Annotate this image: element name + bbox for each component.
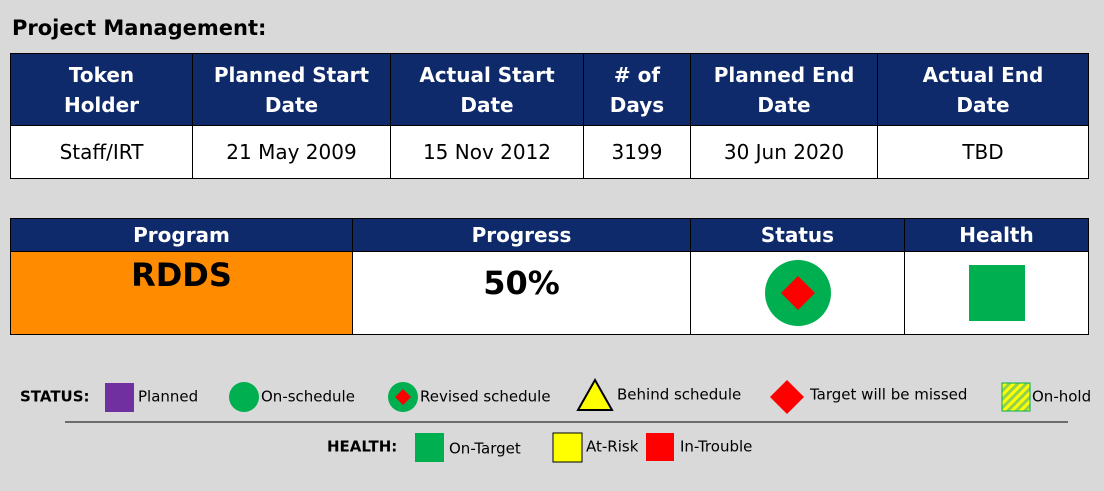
- health-label: HEALTH:: [327, 438, 397, 456]
- header-line: # of: [613, 62, 661, 87]
- status-icon: [764, 260, 831, 326]
- cell: 21 May 2009: [192, 125, 391, 179]
- legend-item: At-Risk: [586, 438, 639, 456]
- revised-diamond: [395, 389, 411, 405]
- legend: STATUS: Planned On-schedule Revised sche…: [20, 377, 1091, 463]
- legend-item: On-Target: [449, 440, 521, 458]
- legend-item: Revised schedule: [420, 388, 551, 406]
- program-cell: RDDS: [10, 251, 353, 335]
- header-line: Date: [264, 92, 319, 117]
- health-cell: [904, 251, 1089, 335]
- title: Project Management:: [12, 16, 267, 40]
- legend-item: In-Trouble: [680, 438, 752, 456]
- header-cell: Token Holder: [10, 53, 193, 126]
- program: RDDS: [131, 256, 232, 294]
- header-cell: Planned End Date: [690, 53, 878, 126]
- status-cell: [690, 251, 905, 335]
- header-line: Holder: [63, 92, 140, 117]
- header-cell: Planned Start Date: [192, 53, 391, 126]
- at-risk-icon: [552, 432, 583, 463]
- cell: TBD: [877, 125, 1089, 179]
- header-line: Date: [956, 92, 1010, 117]
- header-line: Actual End: [922, 62, 1044, 87]
- progress-cell: 50%: [352, 251, 691, 335]
- legend-item: On-hold: [1032, 388, 1091, 406]
- header-cell: Status: [690, 218, 905, 252]
- header-cell: Health: [904, 218, 1089, 252]
- cell: 30 Jun 2020: [690, 125, 878, 179]
- planned-icon: [105, 383, 134, 412]
- summary-table: Program Progress Status Health RDDS 50%: [10, 218, 1089, 335]
- missed-icon: [770, 380, 804, 414]
- on-schedule-icon: [229, 382, 259, 412]
- on-hold-icon: [1001, 382, 1031, 412]
- diamond: [780, 276, 815, 310]
- cell: 15 Nov 2012: [390, 125, 584, 179]
- on-target-icon: [415, 433, 444, 462]
- legend-item: On-schedule: [261, 388, 355, 406]
- legend-item: Planned: [138, 388, 198, 406]
- header-line: Actual Start: [419, 62, 555, 87]
- legend-item: Behind schedule: [617, 386, 741, 404]
- status-label: STATUS:: [20, 388, 90, 406]
- header-cell: Progress: [352, 218, 691, 252]
- header-line: Date: [460, 92, 514, 117]
- legend-item: Target will be missed: [809, 386, 967, 404]
- header-line: Planned End: [713, 62, 855, 87]
- in-trouble-icon: [646, 433, 674, 461]
- header-cell: Actual Start Date: [390, 53, 584, 126]
- header-line: Planned Start: [213, 62, 370, 87]
- header-line: Date: [757, 92, 811, 117]
- dates-table: Token Holder Planned Start Date Actual Sta…: [10, 53, 1089, 179]
- header-line: Days: [609, 92, 665, 117]
- health-icon: [968, 265, 1025, 321]
- progress: 50%: [483, 264, 560, 302]
- header-cell: Program: [10, 218, 353, 252]
- header-cell: # of Days: [583, 53, 691, 126]
- square: [968, 265, 1025, 321]
- behind-icon: [576, 377, 614, 411]
- cell: Staff/IRT: [10, 125, 193, 179]
- header-line: Token: [68, 62, 135, 87]
- header-cell: Actual End Date: [877, 53, 1089, 126]
- cell: 3199: [583, 125, 691, 179]
